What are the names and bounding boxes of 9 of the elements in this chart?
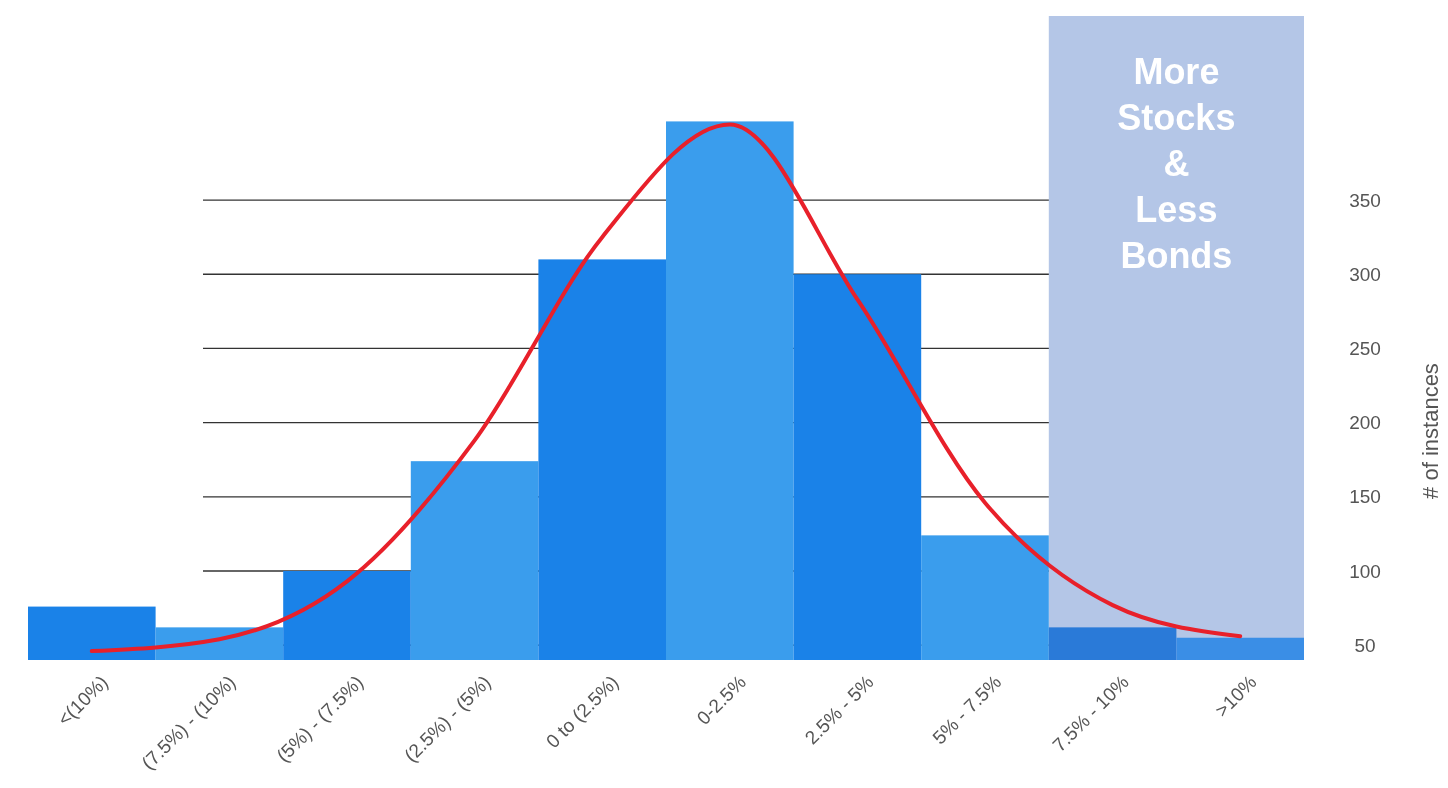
y-tick-label: 50 (1354, 634, 1376, 656)
y-tick-label: 250 (1349, 338, 1381, 360)
y-tick-label: 100 (1349, 560, 1381, 582)
y-axis-title: # of instances (1418, 363, 1443, 499)
y-tick-label: 300 (1349, 263, 1381, 285)
y-tick-label: 200 (1349, 412, 1381, 434)
y-tick-label: 350 (1349, 189, 1381, 211)
band-label: More Stocks & Less Bonds (1117, 51, 1236, 276)
y-tick-label: 150 (1349, 486, 1381, 508)
